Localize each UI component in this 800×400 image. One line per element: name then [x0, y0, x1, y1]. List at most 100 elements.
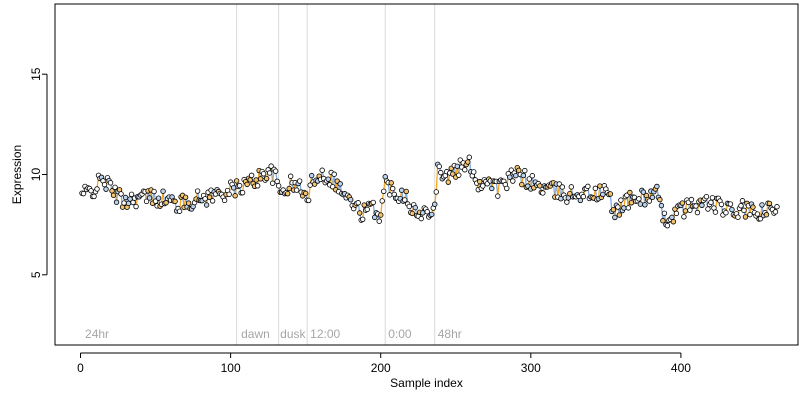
data-point	[381, 188, 387, 195]
data-point	[585, 183, 591, 190]
data-point	[577, 197, 584, 204]
data-point	[424, 209, 430, 215]
data-point	[480, 183, 486, 189]
data-point	[627, 189, 633, 196]
data-point	[287, 173, 294, 179]
data-point	[657, 196, 663, 203]
data-point	[660, 218, 666, 224]
y-axis-label: Expression	[10, 145, 24, 204]
plot-frame	[54, 3, 799, 346]
data-point	[661, 210, 668, 216]
data-point	[274, 178, 280, 185]
data-point	[616, 212, 623, 218]
data-point	[239, 189, 246, 196]
data-point	[433, 189, 439, 195]
data-point	[567, 190, 573, 197]
data-point	[688, 196, 695, 203]
data-point	[226, 191, 232, 198]
data-point	[331, 171, 337, 177]
data-point	[418, 215, 424, 222]
y-axis: 5 10 15	[29, 67, 48, 278]
x-tick-label: 100	[221, 361, 241, 375]
data-point	[308, 172, 315, 179]
data-point	[325, 176, 331, 182]
data-point	[600, 191, 606, 198]
section-label: 0:00	[388, 327, 412, 341]
data-point	[510, 178, 516, 184]
data-point	[429, 211, 435, 218]
data-point	[121, 200, 127, 206]
data-point	[526, 176, 533, 182]
data-point	[618, 197, 624, 203]
data-point	[337, 181, 343, 187]
data-point	[130, 199, 136, 206]
series-points	[79, 154, 780, 229]
data-point	[128, 191, 135, 198]
data-point	[747, 211, 753, 218]
data-point	[739, 198, 746, 204]
data-point	[101, 181, 108, 188]
data-point	[709, 195, 716, 201]
data-point	[735, 214, 741, 220]
data-point	[94, 186, 100, 192]
x-tick-label: 0	[77, 361, 84, 375]
data-point	[376, 218, 382, 224]
data-point	[436, 163, 442, 170]
data-point	[360, 216, 366, 223]
data-point	[209, 198, 216, 204]
data-point	[612, 214, 618, 221]
data-point	[679, 200, 686, 206]
data-point	[466, 154, 472, 160]
data-point	[160, 188, 166, 194]
data-point	[403, 188, 409, 195]
data-point	[257, 176, 264, 182]
data-point	[750, 204, 756, 210]
data-point	[91, 193, 97, 200]
data-point	[658, 202, 665, 209]
data-point	[248, 172, 255, 179]
data-point	[774, 204, 780, 210]
data-point	[361, 202, 367, 208]
data-point	[489, 185, 495, 192]
data-point	[729, 206, 735, 213]
section-label: 24hr	[85, 327, 109, 341]
data-point	[705, 206, 711, 212]
section-labels: 24hr dawn dusk 12:00 0:00 48hr	[85, 327, 462, 341]
section-boundary-lines	[236, 4, 436, 345]
data-point	[636, 196, 642, 202]
data-point	[741, 207, 747, 214]
data-point	[445, 179, 451, 185]
data-point	[681, 214, 687, 220]
data-point	[286, 185, 292, 192]
data-point	[654, 183, 660, 190]
data-point	[194, 188, 201, 194]
data-point	[682, 208, 689, 214]
data-point	[723, 210, 729, 216]
data-point	[412, 204, 418, 211]
data-point	[495, 193, 501, 199]
data-point	[370, 199, 376, 206]
data-point	[621, 205, 627, 211]
x-tick-label: 300	[521, 361, 541, 375]
x-tick-label: 400	[671, 361, 691, 375]
data-point	[537, 183, 543, 189]
data-point	[266, 170, 273, 176]
data-point	[628, 200, 635, 206]
data-point	[664, 222, 671, 229]
data-point	[640, 189, 647, 195]
data-point	[202, 196, 208, 202]
data-point	[597, 183, 603, 189]
data-point	[372, 214, 378, 221]
data-point	[293, 187, 300, 193]
data-point	[763, 212, 770, 218]
data-point	[112, 184, 118, 190]
data-point	[580, 193, 587, 200]
data-point	[454, 163, 460, 169]
data-point	[263, 175, 270, 182]
data-point	[268, 163, 274, 169]
data-point	[694, 209, 701, 216]
data-point	[118, 191, 124, 197]
data-point	[296, 178, 303, 184]
data-point	[522, 167, 528, 174]
data-point	[269, 180, 276, 186]
